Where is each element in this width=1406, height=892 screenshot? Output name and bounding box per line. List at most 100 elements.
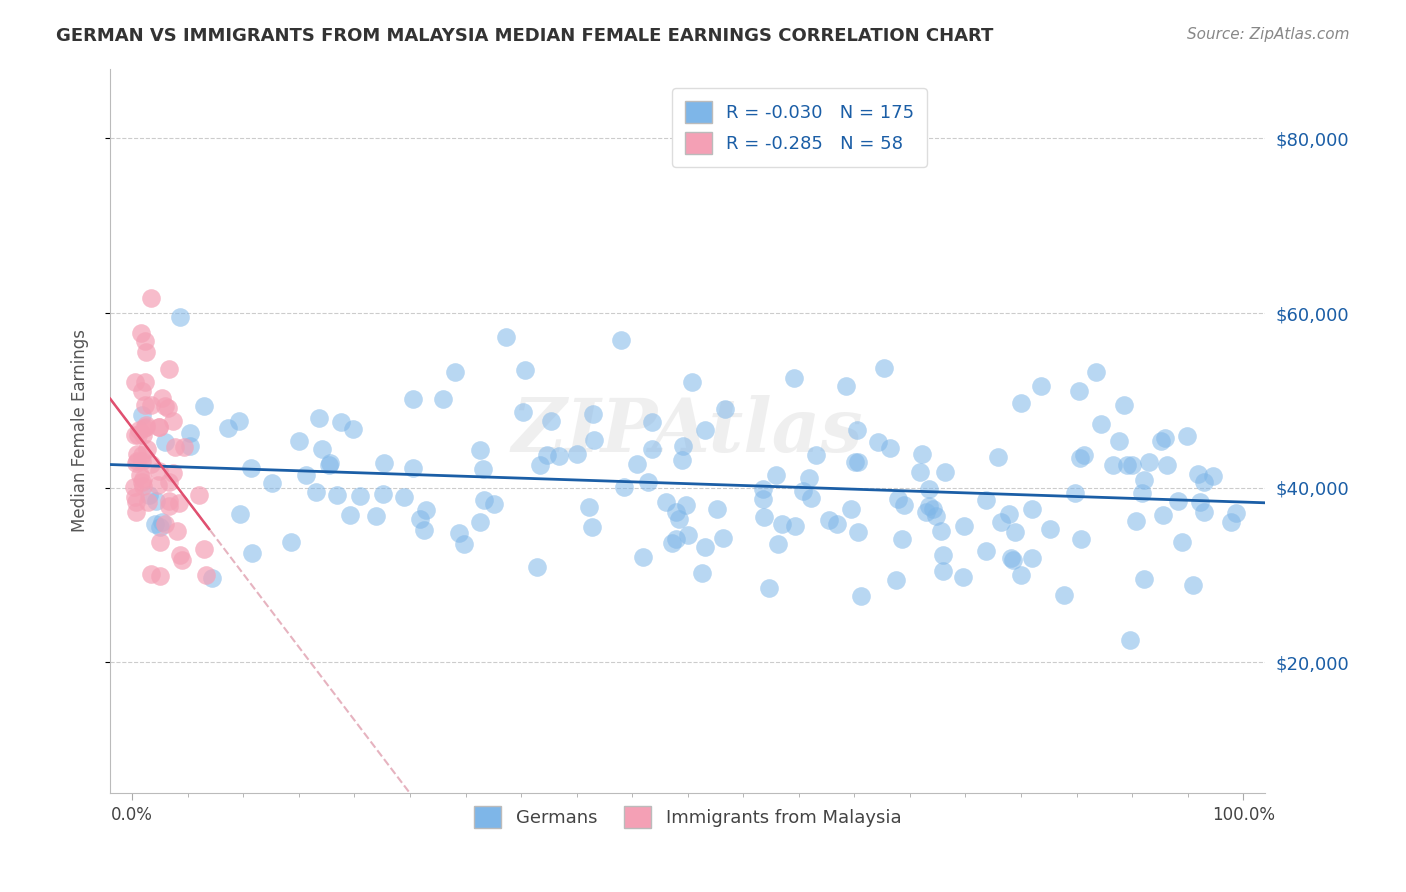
Point [582, 433, 605, 447]
Point [846, 525, 869, 540]
Point [124, 491, 146, 505]
Point [1039, 522, 1062, 536]
Point [711, 531, 734, 545]
Point [540, 415, 562, 429]
Point [443, 365, 465, 379]
Point [934, 465, 956, 479]
Point [976, 543, 998, 558]
Point [1073, 449, 1095, 463]
Point [308, 410, 330, 425]
Point [132, 421, 155, 435]
Text: ZIPAtlas: ZIPAtlas [512, 394, 863, 467]
Point [150, 515, 173, 529]
Point [873, 360, 896, 375]
Point [131, 408, 153, 422]
Point [1119, 632, 1142, 647]
Point [408, 512, 430, 526]
Point [125, 504, 148, 518]
Point [371, 487, 394, 501]
Point [925, 508, 948, 523]
Point [676, 527, 699, 541]
Point [124, 375, 146, 389]
Point [581, 520, 603, 534]
Point [661, 535, 683, 549]
Point [148, 419, 170, 434]
Point [135, 345, 157, 359]
Point [149, 535, 172, 549]
Point [319, 457, 342, 471]
Point [136, 442, 159, 456]
Point [1130, 486, 1153, 500]
Point [626, 457, 648, 471]
Point [884, 573, 907, 587]
Point [1001, 552, 1024, 566]
Point [1053, 588, 1076, 602]
Point [155, 435, 177, 450]
Point [148, 464, 170, 478]
Point [770, 517, 793, 532]
Point [141, 291, 163, 305]
Point [139, 399, 162, 413]
Point [1189, 495, 1212, 509]
Point [887, 491, 910, 506]
Point [134, 398, 156, 412]
Point [394, 491, 416, 505]
Point [609, 333, 631, 347]
Point [1177, 428, 1199, 442]
Point [468, 443, 491, 458]
Point [329, 415, 352, 429]
Point [179, 426, 201, 441]
Point [128, 423, 150, 437]
Point [1187, 467, 1209, 482]
Point [153, 400, 176, 414]
Point [1021, 550, 1043, 565]
Point [846, 455, 869, 469]
Point [1133, 572, 1156, 586]
Point [536, 448, 558, 462]
Point [201, 571, 224, 585]
Point [165, 440, 187, 454]
Point [932, 548, 955, 562]
Point [132, 428, 155, 442]
Point [547, 450, 569, 464]
Point [758, 581, 780, 595]
Point [851, 589, 873, 603]
Point [146, 478, 169, 492]
Point [194, 567, 217, 582]
Point [665, 505, 688, 519]
Point [974, 493, 997, 508]
Point [953, 519, 976, 533]
Point [156, 401, 179, 416]
Point [641, 442, 664, 456]
Point [1010, 396, 1032, 410]
Point [325, 488, 347, 502]
Point [468, 515, 491, 529]
Point [817, 513, 839, 527]
Point [1121, 458, 1143, 472]
Point [1137, 455, 1160, 469]
Point [1004, 524, 1026, 539]
Point [751, 482, 773, 496]
Point [415, 502, 437, 516]
Point [472, 492, 495, 507]
Point [987, 450, 1010, 464]
Point [990, 515, 1012, 529]
Point [567, 447, 589, 461]
Point [655, 495, 678, 509]
Point [799, 471, 821, 485]
Point [844, 455, 866, 469]
Point [157, 361, 180, 376]
Point [998, 508, 1021, 522]
Point [1202, 469, 1225, 483]
Point [167, 496, 190, 510]
Legend: Germans, Immigrants from Malaysia: Germans, Immigrants from Malaysia [467, 798, 908, 835]
Point [152, 391, 174, 405]
Point [131, 479, 153, 493]
Point [157, 494, 180, 508]
Point [1225, 506, 1247, 520]
Point [125, 495, 148, 509]
Point [129, 467, 152, 482]
Point [280, 535, 302, 549]
Point [288, 434, 311, 448]
Point [1101, 458, 1123, 473]
